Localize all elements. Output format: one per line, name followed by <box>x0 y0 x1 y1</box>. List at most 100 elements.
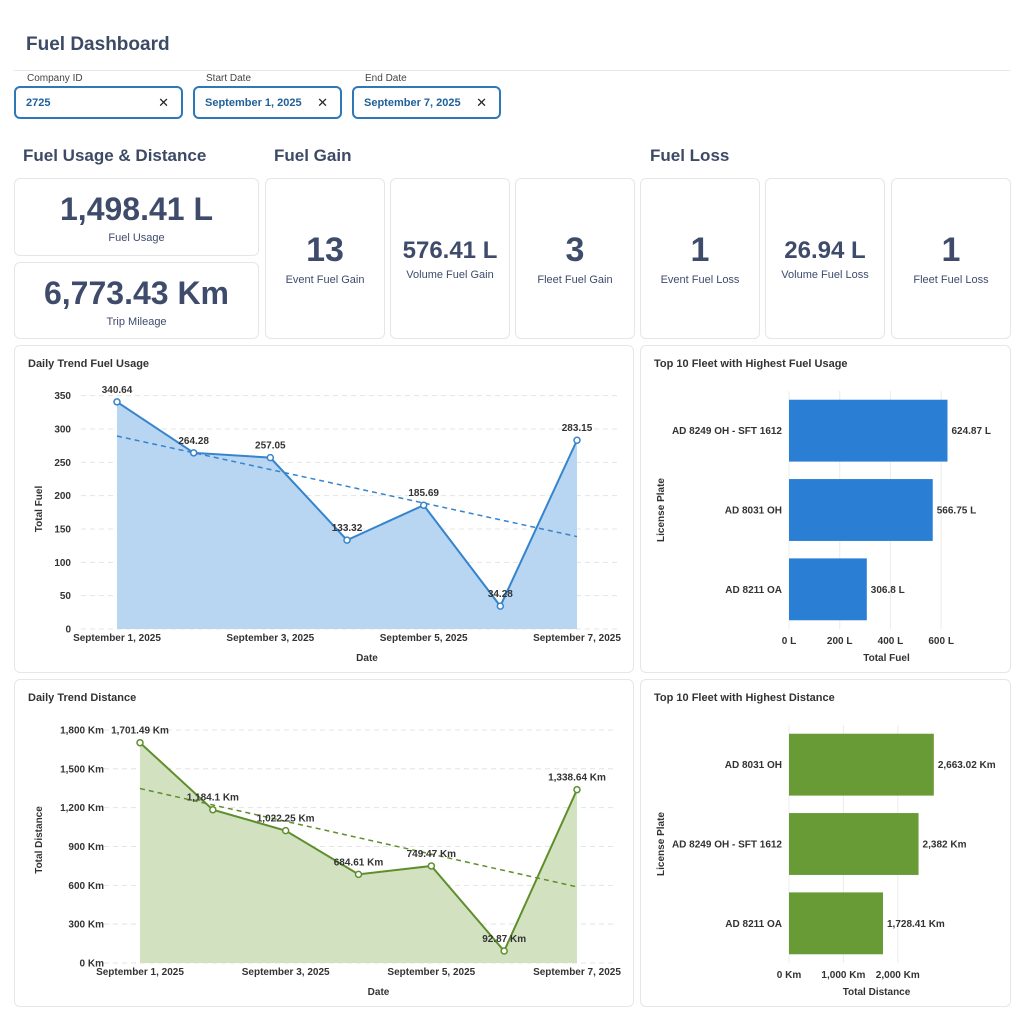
x-axis-title: Total Fuel <box>863 653 910 664</box>
x-tick-label: 400 L <box>878 636 904 647</box>
kpi-card: 13 Event Fuel Gain <box>265 178 385 339</box>
kpi-label: Fleet Fuel Gain <box>537 274 613 286</box>
data-label: 340.64 <box>102 385 133 396</box>
data-label: 1,728.41 Km <box>887 919 945 930</box>
kpi-value: 26.94 L <box>784 237 866 264</box>
section-title: Fuel Usage & Distance <box>23 146 207 165</box>
y-tick-label: 300 <box>54 425 71 436</box>
y-tick-label: AD 8249 OH - SFT 1612 <box>672 840 782 851</box>
x-tick-label: September 7, 2025 <box>533 633 621 644</box>
point <box>496 602 505 610</box>
data-label: 2,382 Km <box>923 840 967 851</box>
y-tick-label: 1,200 Km <box>60 803 104 814</box>
y-tick-label: 200 <box>54 491 71 502</box>
y-axis-title: License Plate <box>656 812 667 876</box>
x-tick-label: 0 Km <box>777 970 802 981</box>
chart-title: Top 10 Fleet with Highest Distance <box>654 692 835 704</box>
filter-label: Start Date <box>206 73 252 84</box>
kpi-card: 1 Fleet Fuel Loss <box>891 178 1011 339</box>
bar <box>789 479 933 541</box>
x-axis-title: Date <box>368 987 390 998</box>
data-label: 566.75 L <box>937 506 976 517</box>
y-tick-label: 0 Km <box>80 959 105 970</box>
point <box>113 398 121 406</box>
kpi-value: 576.41 L <box>402 237 498 264</box>
y-axis-title: License Plate <box>656 478 667 542</box>
y-tick-label: 250 <box>54 458 71 469</box>
y-tick-label: AD 8211 OA <box>725 919 782 930</box>
x-tick-label: 1,000 Km <box>821 970 865 981</box>
bar <box>789 892 884 955</box>
filter-value: September 1, 2025 <box>205 97 302 109</box>
kpi-label: Trip Mileage <box>106 316 167 328</box>
filter-input[interactable]: September 7, 2025 ✕ <box>352 86 501 119</box>
chart-panel: Top 10 Fleet with Highest Distance 0 Km 1,… <box>640 679 1011 1007</box>
kpi-card: 1 Event Fuel Loss <box>640 178 760 339</box>
y-tick-label: AD 8211 OA <box>725 585 782 596</box>
chart: Daily Trend Fuel Usage 0 50 100 150 200 250 300… <box>28 358 621 664</box>
y-tick-label: AD 8031 OH <box>725 506 782 517</box>
clear-button[interactable]: ✕ <box>317 95 328 110</box>
data-label: 749.47 Km <box>407 849 457 860</box>
chart-panel: Daily Trend Distance 0 Km 300 Km 600 Km 900 … <box>14 679 634 1007</box>
trend-line <box>139 787 578 888</box>
data-label: 1,022.25 Km <box>257 814 315 825</box>
kpi-card: 6,773.43 Km Trip Mileage <box>14 262 259 339</box>
data-label: 2,663.02 Km <box>938 760 996 771</box>
x-tick-label: September 5, 2025 <box>387 967 475 978</box>
chart-panel: Top 10 Fleet with Highest Fuel Usage 0 L 2… <box>640 345 1011 673</box>
filter-input[interactable]: 2725 ✕ <box>14 86 183 119</box>
data-label: 264.28 <box>178 436 209 447</box>
data-label: 34.28 <box>488 589 513 600</box>
kpi-label: Event Fuel Gain <box>285 274 365 286</box>
kpi-label: Fleet Fuel Loss <box>913 274 989 286</box>
y-tick-label: AD 8249 OH - SFT 1612 <box>672 426 782 437</box>
data-label: 684.61 Km <box>334 857 384 868</box>
data-label: 92.87 Km <box>482 934 526 945</box>
point <box>136 738 144 747</box>
section-title: Fuel Loss <box>650 146 730 165</box>
filter-value: September 7, 2025 <box>364 97 461 109</box>
y-tick-label: 300 Km <box>68 920 104 931</box>
section-title: Fuel Gain <box>274 146 352 165</box>
x-tick-label: September 3, 2025 <box>242 967 330 978</box>
chart-title: Daily Trend Fuel Usage <box>28 358 149 370</box>
chart-title: Daily Trend Distance <box>28 692 136 704</box>
chart: Daily Trend Distance 0 Km 300 Km 600 Km 900 … <box>28 692 621 998</box>
data-label: 185.69 <box>408 488 439 499</box>
y-axis-title: Total Fuel <box>34 486 45 533</box>
y-tick-label: 150 <box>54 525 71 536</box>
data-label: 1,184.1 Km <box>187 793 239 804</box>
filter-input[interactable]: September 1, 2025 ✕ <box>193 86 342 119</box>
x-tick-label: September 1, 2025 <box>96 967 184 978</box>
clear-button[interactable]: ✕ <box>158 95 169 110</box>
chart: Top 10 Fleet with Highest Fuel Usage 0 L 2… <box>654 358 991 664</box>
point <box>573 436 581 444</box>
kpi-label: Event Fuel Loss <box>660 274 740 286</box>
chart-panel: Daily Trend Fuel Usage 0 50 100 150 200 250 300… <box>14 345 634 673</box>
y-tick-label: AD 8031 OH <box>725 760 782 771</box>
x-axis-title: Total Distance <box>843 987 911 998</box>
filter-label: Company ID <box>27 73 83 84</box>
kpi-card: 26.94 L Volume Fuel Loss <box>765 178 885 339</box>
point <box>419 501 428 509</box>
point <box>209 805 217 814</box>
x-tick-label: 0 L <box>782 636 796 647</box>
bar <box>789 399 948 462</box>
chart-title: Top 10 Fleet with Highest Fuel Usage <box>654 358 848 370</box>
kpi-value: 1 <box>690 231 710 269</box>
point <box>343 536 351 544</box>
y-tick-label: 350 <box>54 391 71 402</box>
kpi-label: Volume Fuel Loss <box>781 269 869 281</box>
y-tick-label: 900 Km <box>68 842 104 853</box>
x-tick-label: 600 L <box>928 636 954 647</box>
x-tick-label: September 3, 2025 <box>226 633 314 644</box>
trend-line <box>116 435 578 538</box>
data-label: 306.8 L <box>871 585 905 596</box>
data-label: 1,701.49 Km <box>111 726 169 737</box>
clear-button[interactable]: ✕ <box>476 95 487 110</box>
y-tick-label: 1,800 Km <box>60 725 104 736</box>
y-axis-title: Total Distance <box>34 806 45 874</box>
kpi-card: 576.41 L Volume Fuel Gain <box>390 178 510 339</box>
